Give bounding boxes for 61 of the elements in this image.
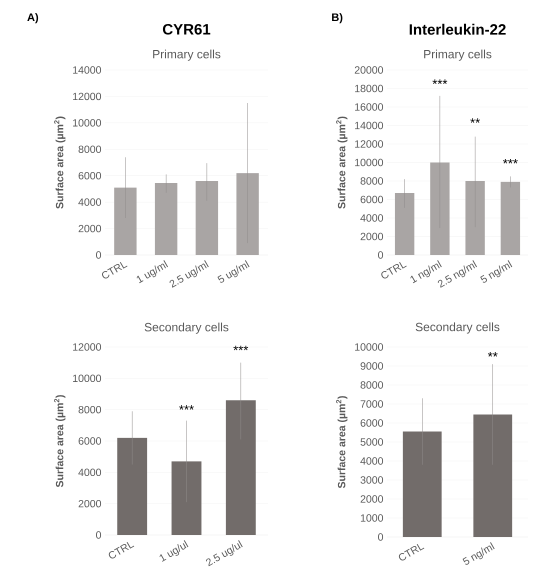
y-tick-label: 7000 [360,400,384,408]
annotation: ** [470,118,480,123]
x-tick-label: CTRL [381,262,407,279]
y-tick-label: 6000 [78,172,102,180]
y-tick-label: 20000 [354,66,384,74]
chart-title: Secondary cells [416,322,500,334]
y-tick-label: 9000 [360,362,384,370]
x-tick-label: 2.5 ug/ul [206,540,243,566]
y-tick-label: 2000 [360,495,384,503]
y-axis-title: Surface area (µm$^{2}$) [336,396,348,488]
y-tick-label: 1000 [360,514,384,522]
y-tick-label: 6000 [360,196,384,204]
annotation: ** [488,352,498,357]
y-tick-label: 6000 [360,419,384,427]
x-tick-label: CTRL [102,262,128,279]
y-tick-label: 4000 [360,457,384,465]
y-tick-label: 4000 [78,468,102,476]
y-tick-label: 2000 [78,500,102,508]
y-tick-label: 12000 [355,140,384,148]
chart-subtitle: Primary cells [424,50,492,61]
y-tick-label: 14000 [355,122,384,130]
y-tick-label: 12000 [73,343,102,351]
y-tick-label: 8000 [360,177,384,185]
y-tick-label: 8000 [360,381,384,389]
y-axis-title: Surface area (µm$^{2}$) [54,116,66,209]
y-tick-label: 4000 [360,214,384,222]
x-tick-label: CTRL [398,544,424,561]
annotation: *** [233,346,248,350]
y-tick-label: 10000 [355,343,384,351]
annotation: *** [502,158,518,164]
annotation: *** [179,405,194,410]
x-tick-label: 1 ug/ul [160,540,188,562]
y-tick-label: 2000 [78,224,102,232]
y-axis-title: Surface area (µm$^{2}$) [336,116,348,209]
y-tick-label: 10000 [73,119,102,127]
y-tick-label: 0 [378,251,384,259]
y-tick-label: 8000 [78,146,102,154]
y-tick-label: 0 [96,531,102,539]
y-axis-title: Surface area (µm$^{2}$) [54,395,66,488]
chart-title: CYR61 [162,24,210,35]
y-tick-label: 14000 [73,66,102,74]
y-tick-label: 5000 [360,438,384,446]
y-tick-label: 16000 [355,103,384,111]
annotation: *** [432,79,448,84]
y-tick-label: 3000 [360,476,384,484]
text: B) [332,13,342,24]
y-tick-label: 4000 [78,198,102,206]
y-tick-label: 8000 [78,406,102,414]
y-tick-label: 6000 [78,437,102,445]
y-tick-label: 12000 [73,92,102,100]
y-tick-label: 10000 [73,374,102,382]
y-tick-label: 10000 [355,158,384,166]
chart-title: Interleukin-22 [410,24,506,35]
y-tick-label: 18000 [355,84,384,92]
chart-subtitle: Primary cells [153,50,220,61]
chart-title: Secondary cells [144,322,228,334]
y-tick-label: 2000 [360,232,384,240]
text: A) [27,13,38,24]
y-tick-label: 0 [378,533,384,541]
y-tick-label: 0 [96,251,102,259]
x-tick-label: CTRL [108,542,134,559]
